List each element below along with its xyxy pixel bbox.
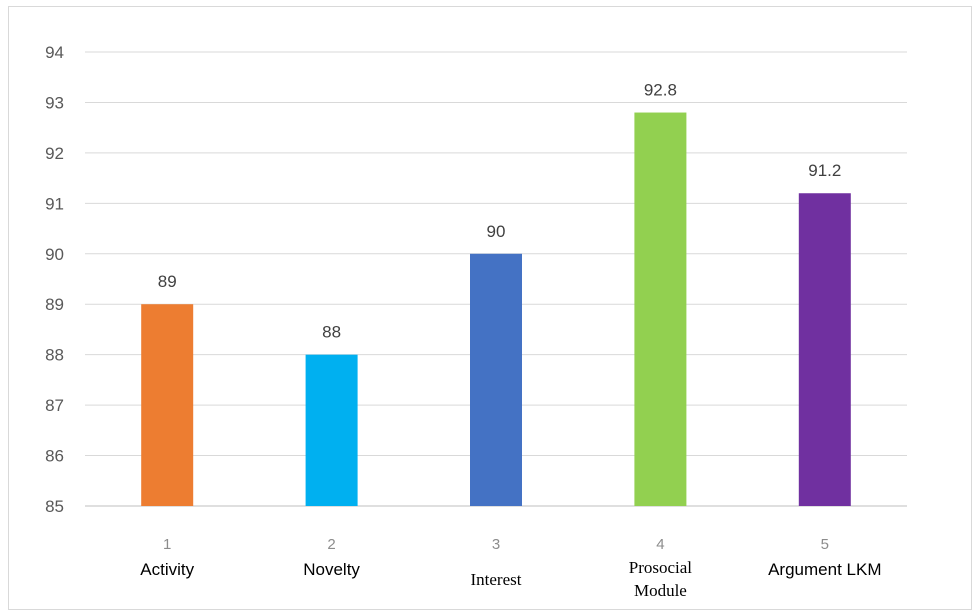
- y-tick-label: 85: [45, 497, 64, 516]
- x-tick-label: 3: [492, 536, 500, 553]
- bar-2: [305, 354, 358, 506]
- bar-5: [798, 193, 851, 506]
- chart-frame: [8, 6, 972, 610]
- y-tick-label: 92: [45, 144, 64, 163]
- y-tick-label: 91: [45, 194, 64, 213]
- bar-1: [141, 304, 194, 506]
- x-tick-label: 2: [327, 536, 335, 553]
- x-tick-label: 4: [656, 536, 664, 553]
- data-label: 92.8: [644, 81, 677, 100]
- y-tick-label: 90: [45, 245, 64, 264]
- y-tick-label: 88: [45, 346, 64, 365]
- data-label: 88: [322, 323, 341, 342]
- category-name: Activity: [140, 560, 194, 579]
- category-name: Novelty: [303, 560, 360, 579]
- category-name: Interest: [471, 570, 522, 589]
- y-tick-label: 86: [45, 447, 64, 466]
- y-tick-label: 89: [45, 295, 64, 314]
- y-tick-label: 94: [45, 43, 64, 62]
- y-tick-label: 93: [45, 93, 64, 112]
- bar-4: [634, 112, 687, 507]
- category-name: Prosocial: [629, 558, 693, 577]
- data-label: 90: [487, 222, 506, 241]
- bar-3: [470, 253, 522, 506]
- category-name: Module: [634, 581, 687, 600]
- y-tick-label: 87: [45, 396, 64, 415]
- x-tick-label: 5: [821, 536, 829, 553]
- category-name: Argument LKM: [768, 560, 881, 579]
- data-label: 89: [158, 272, 177, 291]
- data-label: 91.2: [808, 161, 841, 180]
- x-tick-label: 1: [163, 536, 171, 553]
